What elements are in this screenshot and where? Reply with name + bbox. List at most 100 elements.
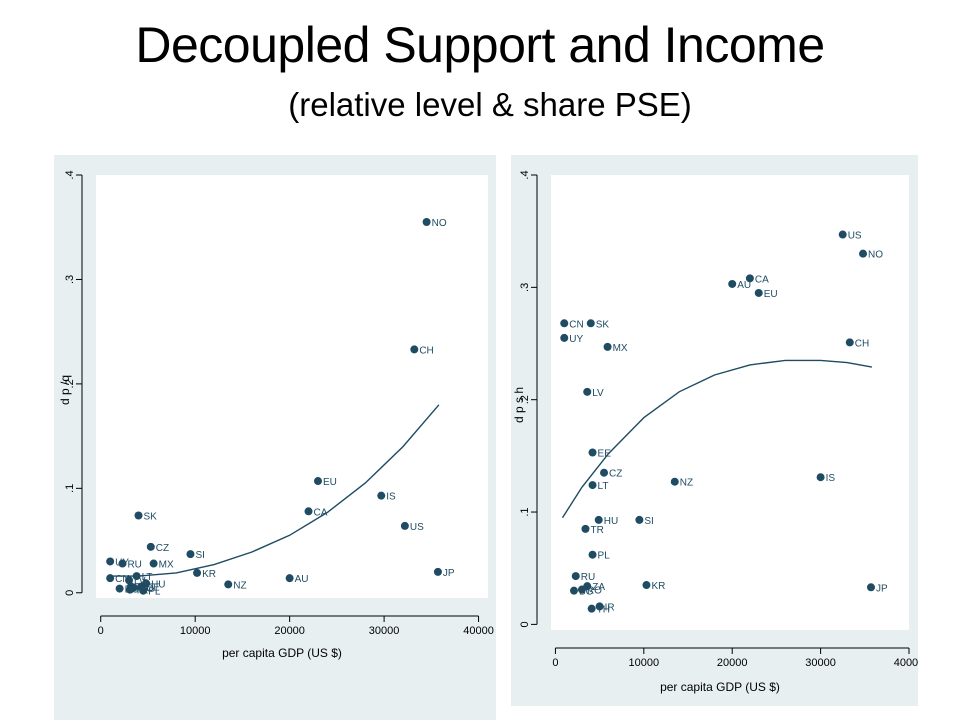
y-tick-label: .1 — [64, 484, 76, 493]
y-tick-label: 0 — [519, 621, 531, 627]
data-point — [422, 218, 431, 226]
plot-area — [96, 175, 488, 598]
data-point — [595, 602, 604, 611]
x-tick-label: 10000 — [629, 657, 660, 669]
x-tick-label: 10000 — [180, 625, 211, 637]
data-point — [560, 319, 569, 328]
y-tick-label: 0 — [64, 590, 76, 596]
y-axis-title: d p s h — [512, 387, 526, 423]
point-label: JP — [876, 583, 888, 594]
point-label: ZA — [592, 582, 605, 593]
data-point — [129, 583, 138, 592]
point-label: LV — [592, 388, 604, 399]
data-point — [433, 567, 442, 576]
point-label: JP — [443, 568, 455, 579]
point-label: HU — [604, 516, 618, 527]
data-point — [816, 473, 825, 482]
data-point — [285, 574, 294, 583]
point-label: IS — [826, 473, 836, 484]
scatter-chart-left: 0 10000 20000 30000 40000 0 .1 .2 .3 .4 per capita… — [54, 155, 496, 720]
point-label: US — [848, 231, 862, 242]
plot-area — [551, 175, 909, 630]
point-label: PL — [148, 587, 161, 598]
chart-panel-right: 0 10000 20000 30000 40000 0 .1 .2 .3 .4 per capita… — [511, 155, 924, 706]
point-label: RO — [587, 586, 602, 597]
point-label: PL — [598, 551, 611, 562]
point-label: LT — [142, 572, 153, 583]
y-axis-title: d p /q — [58, 375, 72, 405]
data-point — [588, 481, 597, 490]
x-tick-label: 30000 — [369, 625, 400, 637]
point-label: NO — [868, 250, 883, 261]
chart-panel-left: 0 10000 20000 30000 40000 0 .1 .2 .3 .4 per capita… — [54, 155, 496, 720]
data-point — [106, 574, 115, 583]
data-point — [149, 559, 158, 568]
point-label: EU — [323, 477, 337, 488]
point-label: KR — [651, 581, 665, 592]
point-label: IR — [605, 602, 615, 613]
point-label: US — [410, 522, 424, 533]
x-tick-label: 40000 — [463, 625, 494, 637]
data-point — [588, 448, 597, 457]
y-tick-label: .3 — [64, 275, 76, 284]
point-label: CH — [855, 338, 869, 349]
data-point — [635, 515, 644, 524]
point-label: EE — [598, 448, 612, 459]
point-label: AU — [737, 280, 751, 291]
slide-subtitle: (relative level & share PSE) — [288, 86, 692, 123]
point-label: UY — [569, 334, 583, 345]
data-point — [146, 542, 155, 551]
data-point — [560, 333, 569, 342]
point-label: SK — [596, 319, 610, 330]
data-point — [859, 249, 868, 258]
data-point — [118, 559, 127, 568]
data-point — [139, 586, 148, 595]
y-tick-label: .4 — [64, 170, 76, 179]
point-label: SI — [195, 550, 204, 561]
data-point — [670, 477, 679, 486]
point-label: RU — [581, 572, 595, 583]
scatter-chart-right: 0 10000 20000 30000 40000 0 .1 .2 .3 .4 per capita… — [511, 155, 924, 706]
point-label: BG — [579, 587, 594, 598]
y-tick-label: .2 — [519, 395, 531, 404]
data-point — [115, 584, 124, 593]
data-point — [600, 468, 609, 477]
point-label: UY — [115, 557, 129, 568]
point-label: LV — [134, 576, 146, 587]
point-label: EE — [146, 583, 160, 594]
slide-title: Decoupled Support and Income — [135, 17, 825, 73]
fitted-curve — [561, 359, 873, 519]
point-label: IS — [386, 492, 396, 503]
data-point — [569, 586, 578, 595]
data-point — [581, 524, 590, 533]
data-point — [577, 585, 586, 594]
x-axis-title: per capita GDP (US $) — [222, 646, 342, 660]
point-label: CN — [115, 574, 129, 585]
data-point — [603, 342, 612, 351]
point-label: LT — [598, 481, 609, 492]
data-point — [594, 515, 603, 524]
point-label: CZ — [156, 543, 169, 554]
data-point — [588, 550, 597, 559]
data-point — [583, 387, 592, 396]
point-label: NZ — [233, 580, 246, 591]
data-point — [132, 572, 141, 581]
point-label: CA — [755, 274, 769, 285]
y-tick-label: .1 — [519, 507, 531, 516]
data-point — [845, 338, 854, 347]
data-point — [186, 550, 195, 559]
data-point — [754, 288, 763, 297]
x-tick-label: 30000 — [805, 657, 836, 669]
point-label: SI — [644, 516, 653, 527]
point-label: CA — [314, 507, 328, 518]
x-tick-label: 20000 — [717, 657, 748, 669]
point-label: MX — [613, 343, 628, 354]
data-point — [224, 580, 233, 589]
x-tick-label: 0 — [98, 625, 104, 637]
point-label: TH — [597, 605, 610, 616]
data-point — [728, 279, 737, 288]
point-label: RO — [139, 584, 154, 595]
point-label: CZ — [609, 469, 622, 480]
x-tick-label: 20000 — [274, 625, 305, 637]
data-point — [106, 557, 115, 566]
